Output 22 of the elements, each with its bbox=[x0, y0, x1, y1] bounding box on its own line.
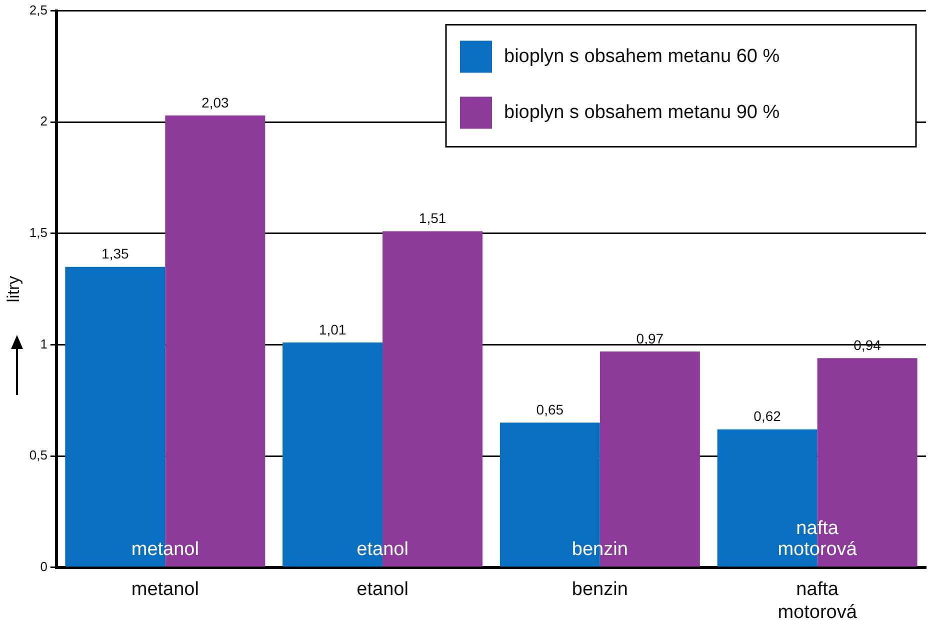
legend-label: bioplyn s obsahem metanu 60 % bbox=[504, 46, 780, 68]
data-label: 1,51 bbox=[418, 210, 446, 226]
y-tick-label: 2,5 bbox=[29, 2, 48, 18]
annotation: metanol bbox=[131, 579, 199, 600]
y-tick-label: 1 bbox=[40, 336, 48, 352]
data-label: 0,62 bbox=[754, 408, 782, 424]
y-tick-label: 2 bbox=[40, 114, 48, 129]
legend-label: bioplyn s obsahem metanu 90 % bbox=[504, 102, 780, 124]
x-tick-label: benzin bbox=[572, 538, 628, 560]
y-tick-label: 0,5 bbox=[29, 448, 48, 463]
y-tick-label: 0 bbox=[40, 558, 48, 574]
annotation: etanol bbox=[356, 579, 408, 600]
x-tick-label: etanol bbox=[356, 538, 408, 560]
data-label: 1,35 bbox=[102, 246, 129, 262]
y-axis-title: litry bbox=[4, 275, 23, 302]
data-label: 1,01 bbox=[318, 321, 346, 338]
annotation: nafta motorová bbox=[778, 579, 858, 623]
y-tick-label: 1,5 bbox=[29, 225, 48, 240]
data-label: 2,03 bbox=[202, 94, 229, 110]
annotation: benzin bbox=[572, 579, 628, 600]
data-label: 0,65 bbox=[536, 402, 564, 418]
data-label: 0,97 bbox=[636, 330, 664, 346]
